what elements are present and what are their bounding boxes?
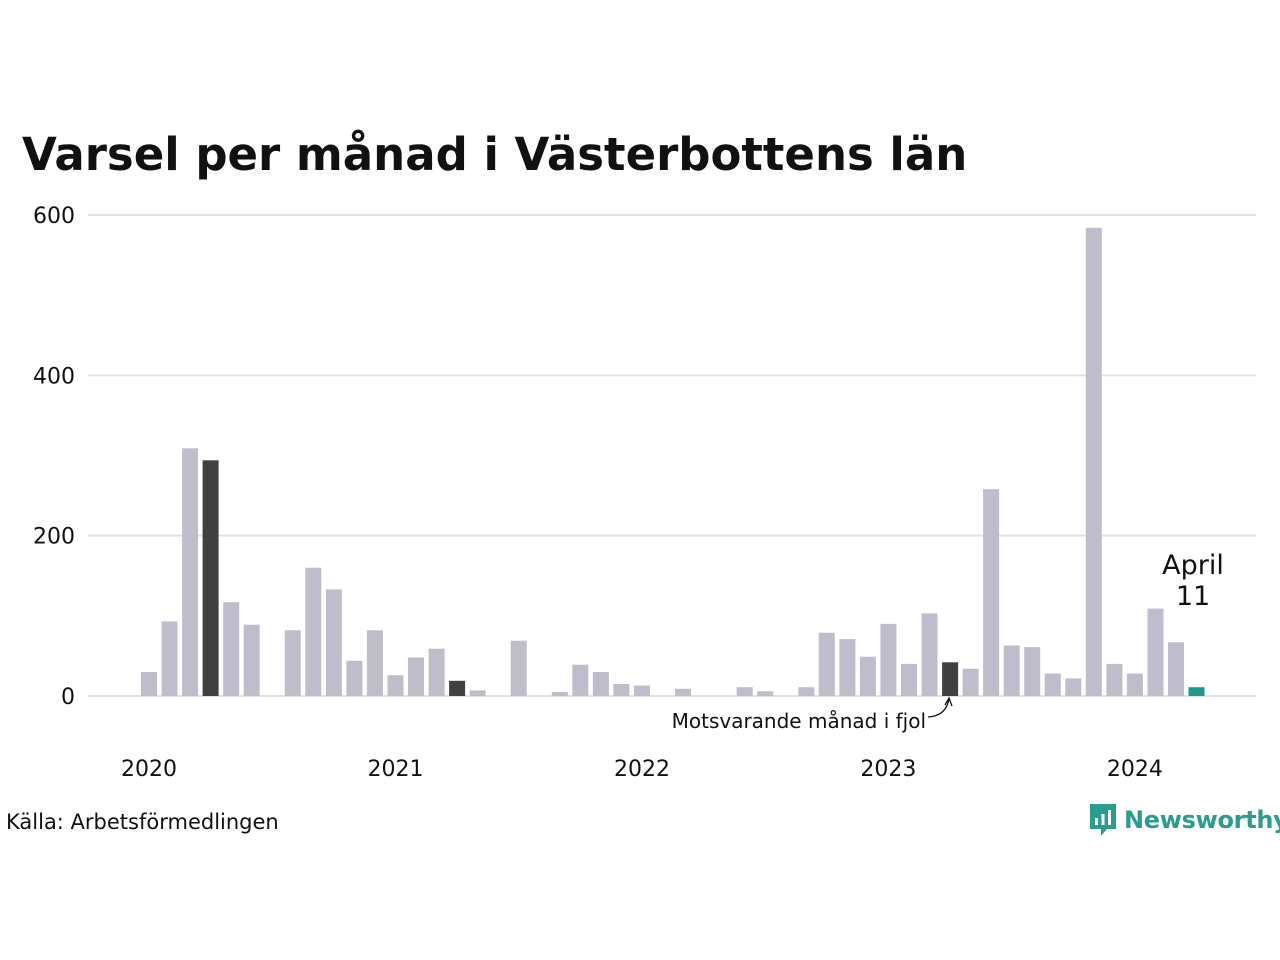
bar — [983, 489, 1000, 696]
bar — [613, 684, 630, 696]
y-tick-label: 400 — [33, 364, 75, 389]
bar — [141, 672, 157, 696]
bar — [1065, 678, 1082, 696]
bar — [757, 691, 774, 696]
gridlines — [88, 214, 1256, 697]
bar — [408, 657, 424, 696]
bar — [962, 668, 979, 696]
bar — [325, 589, 342, 696]
current-month-label: April — [1162, 550, 1224, 581]
x-tick-label: 2021 — [368, 757, 424, 782]
bar-same-month — [449, 680, 466, 696]
bar — [366, 630, 383, 696]
bar — [818, 632, 835, 696]
bar — [510, 640, 527, 696]
bar-same-month — [202, 460, 219, 696]
x-axis-labels: 2020 2021 2022 2023 2024 — [121, 757, 1163, 782]
bar — [859, 656, 876, 696]
bars — [141, 227, 1205, 697]
annotation-arrow — [927, 698, 950, 718]
bar — [839, 639, 856, 696]
x-tick-label: 2020 — [121, 757, 177, 782]
brand-logo: Newsworthy — [1088, 802, 1280, 838]
bar — [469, 690, 486, 696]
bar — [284, 630, 301, 696]
bar — [675, 688, 691, 696]
newsworthy-icon — [1090, 804, 1116, 836]
bar — [736, 687, 753, 696]
bar — [1044, 673, 1061, 696]
bar — [798, 687, 815, 696]
x-tick-label: 2024 — [1107, 757, 1163, 782]
bar — [634, 685, 650, 696]
bar — [1147, 608, 1164, 696]
bar — [243, 624, 260, 696]
bar — [1106, 663, 1123, 696]
bar — [305, 567, 322, 696]
y-tick-label: 600 — [33, 204, 75, 229]
bar-same-month — [942, 662, 959, 696]
bar — [1126, 673, 1143, 696]
brand-name: Newsworthy — [1124, 806, 1280, 834]
bar — [1085, 227, 1102, 697]
bar — [1168, 642, 1184, 696]
y-tick-label: 200 — [33, 525, 75, 550]
bar-chart: 0 200 400 600 2020 2021 2022 2023 2024 April 11… — [33, 204, 1256, 782]
previous-year-annotation: Motsvarande månad i fjol — [672, 709, 926, 733]
bar-current-month — [1188, 687, 1205, 696]
annotation-arrowhead — [944, 696, 953, 707]
bar — [161, 621, 178, 696]
bar — [182, 448, 199, 696]
bar — [346, 660, 363, 696]
bar — [551, 692, 568, 696]
bar — [572, 664, 589, 696]
annotations: April 11 Motsvarande månad i fjol — [672, 550, 1224, 733]
current-month-value: 11 — [1176, 581, 1210, 612]
bar — [901, 663, 917, 696]
x-tick-label: 2023 — [860, 757, 916, 782]
bar — [1003, 645, 1020, 696]
bar — [223, 602, 240, 696]
bar — [1024, 647, 1041, 696]
bar — [428, 648, 445, 696]
chart-title: Varsel per månad i Västerbottens län — [22, 128, 968, 181]
bar — [387, 675, 404, 696]
source-note: Källa: Arbetsförmedlingen — [6, 810, 279, 834]
bar — [592, 672, 609, 696]
bar — [921, 613, 938, 696]
y-axis-labels: 0 200 400 600 — [33, 204, 75, 710]
y-tick-label: 0 — [61, 685, 75, 710]
bar — [880, 623, 897, 696]
x-tick-label: 2022 — [614, 757, 670, 782]
